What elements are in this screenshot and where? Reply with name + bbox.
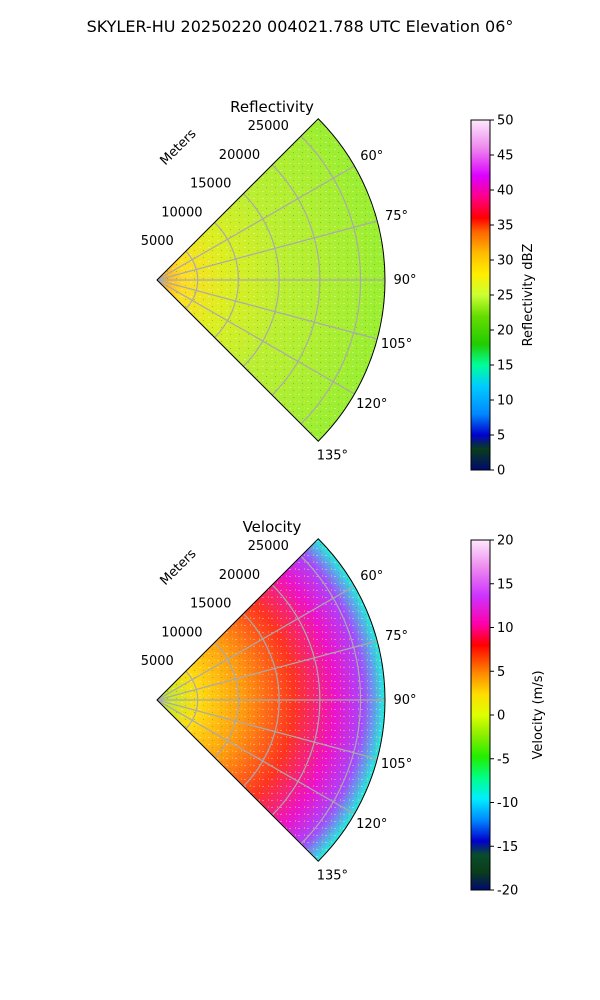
reflectivity-colorbar-tick-label: 45: [497, 149, 514, 164]
reflectivity-colorbar-tick-label: 10: [497, 394, 514, 409]
velocity-sector: [156, 538, 386, 862]
velocity-range-axis-label: Meters: [158, 546, 200, 588]
velocity-azimuth-tick-label: 60°: [360, 569, 383, 584]
reflectivity-colorbar-ticks: 0 5 10 15 20 25 30 35 40 45 50: [490, 114, 514, 479]
reflectivity-azimuth-tick-label: 105°: [381, 337, 412, 352]
velocity-colorbar: -20 -15 -10 -5 0 5 10 15 20 Velocity (m/s): [470, 534, 546, 899]
reflectivity-azimuth-spoke: [157, 220, 378, 281]
velocity-range-tick-label: 10000: [161, 625, 202, 640]
velocity-colorbar-label: Velocity (m/s): [531, 670, 546, 759]
velocity-tick-labels: 60° 75° 90° 105° 120° 135° 5000 10000 15000 20000…: [141, 539, 417, 883]
velocity-colorbar-ticks: -20 -15 -10 -5 0 5 10 15 20: [490, 534, 518, 899]
reflectivity-azimuth-tick-label: 75°: [385, 209, 408, 224]
velocity-colorbar-tick-label: -20: [497, 884, 518, 899]
reflectivity-colorbar-tick-label: 5: [497, 429, 505, 444]
reflectivity-sector: [156, 118, 386, 442]
velocity-colorbar-ramp: [470, 539, 491, 891]
velocity-colorbar-tick-label: 0: [497, 709, 505, 724]
reflectivity-azimuth-spoke: [157, 279, 378, 340]
reflectivity-azimuth-tick-label: 135°: [317, 448, 348, 463]
reflectivity-range-tick-label: 10000: [161, 205, 202, 220]
reflectivity-range-tick-label: 5000: [141, 234, 174, 249]
velocity-azimuth-tick-label: 75°: [385, 629, 408, 644]
reflectivity-range-tick-label: 20000: [219, 148, 260, 163]
velocity-range-tick-label: 5000: [141, 654, 174, 669]
velocity-azimuth-tick-label: 105°: [381, 757, 412, 772]
velocity-colorbar-tick-label: 20: [497, 534, 514, 549]
velocity-azimuth-tick-label: 135°: [317, 868, 348, 883]
reflectivity-colorbar-tick-label: 40: [497, 184, 514, 199]
reflectivity-colorbar: 0 5 10 15 20 25 30 35 40 45 50 Reflectivity dBZ: [470, 114, 536, 479]
reflectivity-azimuth-tick-label: 120°: [356, 397, 387, 412]
velocity-azimuth-spoke: [157, 585, 355, 701]
reflectivity-colorbar-tick-label: 20: [497, 324, 514, 339]
reflectivity-panel: Reflectivity Meters 60° 75° 90° 105° 120° 135…: [141, 98, 417, 463]
reflectivity-colorbar-tick-label: 0: [497, 464, 505, 479]
reflectivity-colorbar-tick-label: 35: [497, 219, 514, 234]
velocity-colorbar-tick-label: 5: [497, 665, 505, 680]
velocity-colorbar-tick-label: -10: [497, 796, 518, 811]
velocity-azimuth-tick-label: 120°: [356, 817, 387, 832]
velocity-azimuth-spoke: [157, 699, 355, 815]
reflectivity-colorbar-tick-label: 50: [497, 114, 514, 129]
reflectivity-colorbar-label: Reflectivity dBZ: [521, 244, 536, 347]
velocity-azimuth-spoke: [157, 699, 378, 760]
reflectivity-azimuth-tick-label: 60°: [360, 149, 383, 164]
velocity-colorbar-tick-label: -15: [497, 840, 518, 855]
reflectivity-range-tick-label: 25000: [248, 119, 289, 134]
reflectivity-colorbar-tick-label: 15: [497, 359, 514, 374]
reflectivity-azimuth-tick-label: 90°: [393, 273, 416, 288]
reflectivity-azimuth-spoke: [157, 165, 355, 281]
velocity-colorbar-tick-label: 10: [497, 621, 514, 636]
reflectivity-colorbar-tick-label: 25: [497, 289, 514, 304]
reflectivity-title: Reflectivity: [230, 98, 314, 116]
velocity-azimuth-tick-label: 90°: [393, 693, 416, 708]
velocity-range-tick-label: 20000: [219, 568, 260, 583]
reflectivity-tick-labels: 60° 75° 90° 105° 120° 135° 5000 10000 15000 20000…: [141, 119, 417, 463]
velocity-colorbar-tick-label: -5: [497, 752, 510, 767]
velocity-panel: Velocity Meters 60° 75° 90° 105° 120° 135° 500…: [141, 518, 417, 883]
velocity-azimuth-spoke: [157, 640, 378, 701]
velocity-title: Velocity: [243, 518, 302, 536]
velocity-range-tick-label: 25000: [248, 539, 289, 554]
reflectivity-colorbar-tick-label: 30: [497, 254, 514, 269]
velocity-colorbar-tick-label: 15: [497, 577, 514, 592]
reflectivity-azimuth-spoke: [157, 279, 355, 395]
reflectivity-range-tick-label: 15000: [190, 177, 231, 192]
reflectivity-colorbar-ramp: [470, 119, 491, 471]
reflectivity-sector-frame: [156, 118, 386, 442]
velocity-range-tick-label: 15000: [190, 597, 231, 612]
velocity-sector-frame: [156, 538, 386, 862]
reflectivity-range-axis-label: Meters: [158, 126, 200, 168]
figure-title: SKYLER-HU 20250220 004021.788 UTC Elevat…: [87, 17, 514, 36]
